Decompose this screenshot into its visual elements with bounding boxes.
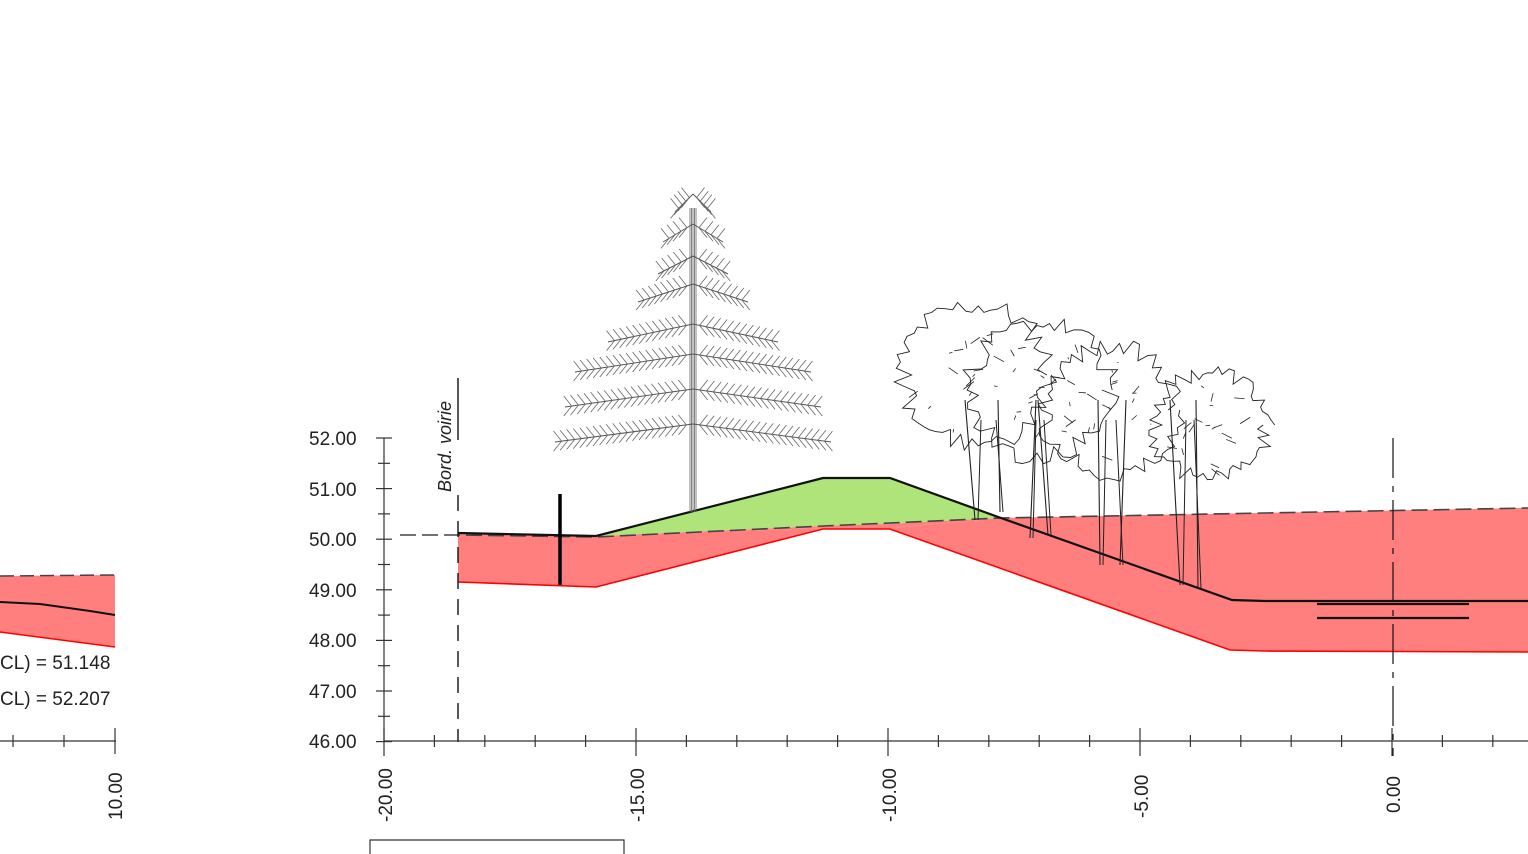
x-axis	[383, 728, 1528, 756]
y-tick-label: 48.00	[309, 631, 357, 652]
deciduous-tree-cluster-icon	[893, 301, 1276, 589]
left-partial-section: CL) = 51.148 CL) = 52.207 10.00	[0, 574, 127, 820]
y-tick-label: 50.00	[309, 530, 357, 551]
left-x-tick-label: 10.00	[106, 772, 127, 820]
left-ground-line	[0, 601, 116, 616]
existing-terrain-line	[400, 507, 1528, 538]
road-edge-label: Bord. voirie	[435, 401, 455, 492]
y-tick-label: 49.00	[309, 581, 357, 602]
project-ground-line	[457, 476, 1528, 603]
cut-area	[458, 508, 1528, 652]
left-annotation-1: CL) = 51.148	[0, 653, 110, 674]
x-tick-label: -15.00	[628, 768, 649, 822]
x-tick-label: -20.00	[376, 768, 397, 822]
cut-bottom-line	[457, 528, 1528, 653]
y-tick-label: 46.00	[309, 732, 357, 753]
y-tick-label: 52.00	[309, 429, 357, 450]
left-annotation-2: CL) = 52.207	[0, 689, 110, 710]
left-cut-area	[0, 575, 115, 647]
y-axis	[376, 437, 392, 743]
conifer-tree-icon	[553, 187, 833, 512]
left-cut-bottom	[0, 631, 116, 648]
title-box	[369, 839, 625, 854]
x-tick-label: -10.00	[880, 768, 901, 822]
x-tick-label: 0.00	[1384, 776, 1405, 813]
y-tick-label: 47.00	[309, 682, 357, 703]
x-tick-label: -5.00	[1132, 775, 1153, 818]
y-tick-label: 51.00	[309, 480, 357, 501]
embankment-area	[596, 478, 1001, 536]
